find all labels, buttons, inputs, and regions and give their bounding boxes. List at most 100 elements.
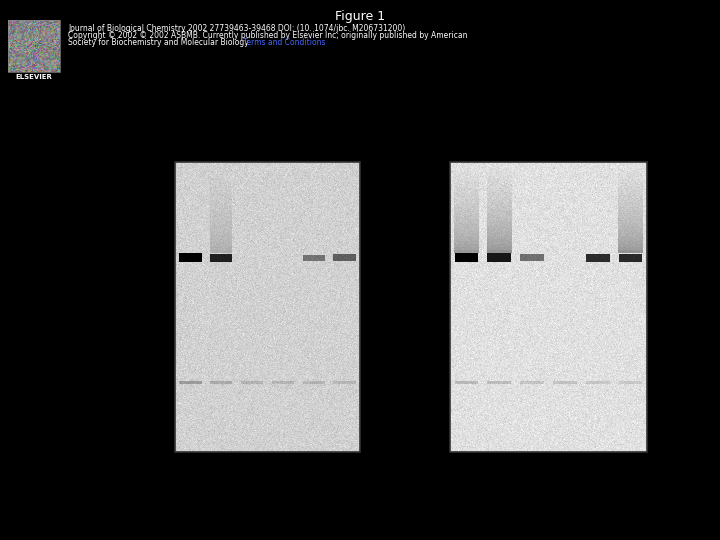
Bar: [454, 207, 479, 210]
Text: 1: 1: [463, 144, 470, 154]
Bar: [618, 233, 643, 236]
Text: A): A): [80, 141, 94, 154]
Bar: [454, 244, 479, 247]
Text: Heptamer—: Heptamer—: [109, 253, 171, 262]
Bar: [210, 222, 233, 225]
Bar: [521, 381, 544, 384]
Bar: [210, 184, 233, 187]
Bar: [618, 191, 643, 193]
Bar: [333, 381, 356, 384]
Text: 3: 3: [248, 144, 256, 154]
Bar: [487, 216, 512, 219]
Bar: [618, 205, 643, 207]
Bar: [618, 241, 643, 244]
Bar: [179, 253, 202, 262]
Bar: [521, 254, 544, 261]
Bar: [487, 250, 512, 253]
Bar: [487, 244, 512, 247]
Bar: [487, 233, 512, 236]
Bar: [487, 196, 512, 199]
Bar: [179, 381, 202, 384]
Bar: [487, 182, 512, 185]
Bar: [454, 210, 479, 213]
Bar: [210, 250, 233, 253]
Text: Monomer—: Monomer—: [112, 377, 171, 387]
Bar: [454, 199, 479, 202]
Bar: [618, 193, 643, 196]
Text: 6: 6: [341, 144, 348, 154]
Bar: [210, 217, 233, 220]
Bar: [210, 187, 233, 190]
Bar: [210, 239, 233, 242]
Bar: [175, 162, 360, 452]
Bar: [618, 187, 643, 191]
Bar: [454, 247, 479, 250]
Bar: [272, 381, 294, 384]
Bar: [487, 210, 512, 213]
Bar: [618, 244, 643, 247]
Bar: [454, 239, 479, 241]
Bar: [618, 210, 643, 213]
Text: Society for Biochemistry and Molecular Biology.: Society for Biochemistry and Molecular B…: [68, 38, 255, 47]
Bar: [210, 242, 233, 245]
Text: 4: 4: [562, 144, 569, 154]
Bar: [450, 162, 647, 452]
Bar: [487, 253, 511, 262]
Bar: [210, 190, 233, 193]
Text: Figure 1: Figure 1: [335, 10, 385, 23]
Bar: [553, 381, 577, 384]
Bar: [487, 381, 511, 384]
Bar: [210, 179, 233, 181]
Bar: [454, 193, 479, 196]
Bar: [487, 236, 512, 239]
Bar: [618, 196, 643, 199]
Bar: [454, 219, 479, 221]
Bar: [487, 187, 512, 191]
Bar: [618, 221, 643, 225]
Bar: [454, 221, 479, 225]
Bar: [618, 239, 643, 241]
Bar: [618, 213, 643, 216]
Bar: [454, 241, 479, 244]
Bar: [454, 253, 478, 262]
Bar: [487, 185, 512, 187]
Bar: [210, 176, 233, 179]
Text: 4: 4: [279, 144, 287, 154]
Bar: [487, 207, 512, 210]
Text: Journal of Biological Chemistry 2002 27739463-39468 DOI: (10. 1074/jbc. M2067312: Journal of Biological Chemistry 2002 277…: [68, 24, 405, 33]
Bar: [454, 182, 479, 185]
Bar: [618, 230, 643, 233]
Bar: [487, 168, 512, 171]
Bar: [454, 233, 479, 236]
Bar: [454, 236, 479, 239]
Bar: [487, 230, 512, 233]
Bar: [454, 381, 478, 384]
Bar: [241, 381, 264, 384]
Text: 3: 3: [528, 144, 536, 154]
Bar: [487, 227, 512, 230]
Bar: [210, 254, 233, 262]
Bar: [210, 381, 233, 384]
Bar: [618, 236, 643, 239]
Bar: [618, 219, 643, 221]
Bar: [210, 245, 233, 247]
Bar: [487, 213, 512, 216]
Bar: [618, 176, 643, 179]
Bar: [487, 241, 512, 244]
Bar: [454, 196, 479, 199]
Bar: [454, 168, 479, 171]
Bar: [487, 171, 512, 173]
Text: Monomer—: Monomer—: [387, 377, 446, 387]
Text: 2: 2: [217, 144, 225, 154]
Bar: [618, 168, 643, 171]
Bar: [618, 185, 643, 187]
Bar: [454, 213, 479, 216]
Bar: [618, 247, 643, 250]
Bar: [487, 191, 512, 193]
Bar: [210, 234, 233, 237]
Bar: [210, 220, 233, 222]
Text: Copyright © 2002 © 2002 ASBMB. Currently published by Elsevier Inc; originally p: Copyright © 2002 © 2002 ASBMB. Currently…: [68, 31, 467, 40]
Bar: [618, 381, 642, 384]
Bar: [487, 239, 512, 241]
Text: 5: 5: [310, 144, 318, 154]
